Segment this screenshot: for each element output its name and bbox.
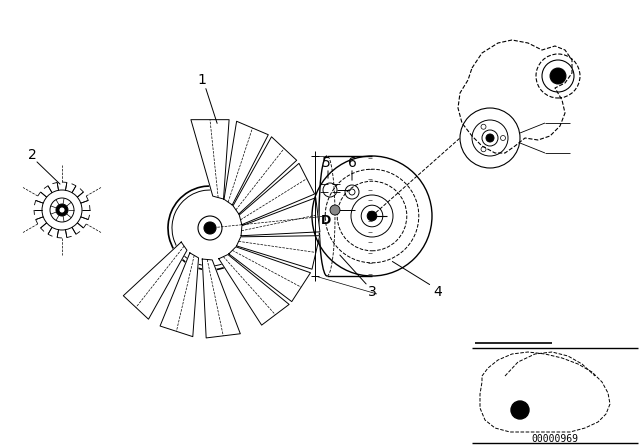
Polygon shape	[219, 254, 289, 325]
Polygon shape	[124, 242, 187, 319]
Text: 00000969: 00000969	[531, 434, 579, 444]
Circle shape	[511, 401, 529, 419]
Circle shape	[204, 222, 216, 234]
Text: D: D	[321, 214, 332, 227]
Polygon shape	[160, 253, 198, 336]
Text: 2: 2	[28, 148, 36, 162]
Text: 6: 6	[348, 156, 356, 170]
Circle shape	[56, 204, 68, 216]
Text: 1: 1	[198, 73, 207, 87]
Polygon shape	[224, 121, 268, 205]
Polygon shape	[233, 137, 297, 214]
Polygon shape	[239, 164, 315, 224]
Polygon shape	[191, 120, 229, 199]
Polygon shape	[229, 247, 310, 302]
Polygon shape	[241, 198, 320, 236]
Circle shape	[486, 134, 494, 142]
Polygon shape	[237, 236, 320, 269]
Circle shape	[550, 68, 566, 84]
Circle shape	[59, 207, 65, 213]
Circle shape	[330, 205, 340, 215]
Polygon shape	[480, 352, 610, 432]
Text: 3: 3	[367, 285, 376, 299]
Polygon shape	[458, 40, 572, 153]
Circle shape	[367, 211, 377, 221]
Text: 4: 4	[434, 285, 442, 299]
Text: 5: 5	[322, 156, 330, 170]
Polygon shape	[202, 259, 241, 338]
